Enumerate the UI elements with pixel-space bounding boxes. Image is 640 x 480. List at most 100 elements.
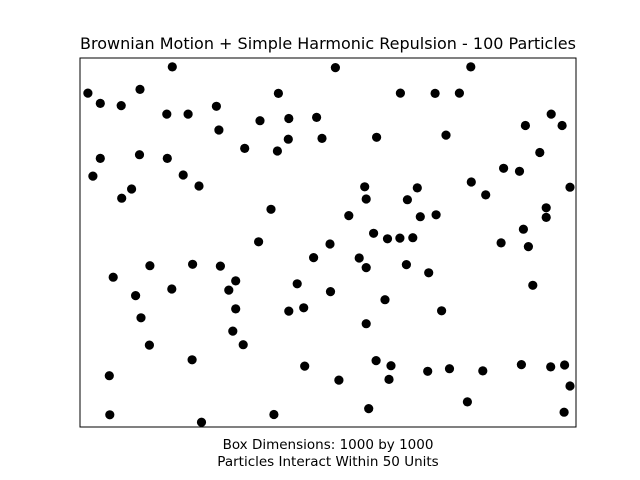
particle-point-87: [187, 355, 197, 365]
particle-point-13: [162, 109, 172, 119]
particle-point-67: [145, 261, 155, 271]
particle-point-27: [272, 146, 282, 156]
particle-point-89: [300, 361, 310, 371]
particle-point-97: [516, 360, 527, 370]
particle-point-35: [178, 170, 188, 180]
particle-point-81: [284, 306, 294, 316]
particle-point-1: [167, 62, 177, 72]
particle-point-64: [401, 260, 411, 270]
particle-point-43: [481, 190, 491, 200]
chart-title: Brownian Motion + Simple Harmonic Repuls…: [80, 34, 576, 53]
particle-point-92: [423, 366, 433, 376]
particle-point-59: [496, 238, 506, 248]
particle-point-17: [312, 112, 322, 122]
particle-point-76: [299, 303, 309, 313]
particle-point-56: [254, 237, 264, 247]
x-axis-caption-line-1: Box Dimensions: 1000 by 1000: [223, 437, 434, 453]
particle-point-34: [88, 171, 98, 181]
particle-point-79: [136, 313, 146, 323]
particle-point-102: [462, 397, 472, 407]
particle-point-49: [369, 228, 379, 238]
particle-point-21: [214, 125, 224, 135]
particle-point-26: [240, 143, 250, 153]
particle-point-84: [144, 340, 154, 350]
particle-point-42: [466, 177, 476, 187]
particle-point-39: [360, 182, 370, 192]
particle-point-93: [384, 374, 394, 384]
particle-point-101: [105, 410, 115, 420]
particle-point-60: [523, 242, 534, 252]
particle-point-2: [330, 63, 340, 73]
particle-point-50: [361, 194, 371, 204]
particle-point-104: [559, 407, 569, 417]
particle-point-12: [211, 101, 221, 111]
particle-point-45: [541, 212, 551, 222]
particle-point-14: [183, 109, 193, 119]
particle-point-98: [546, 362, 556, 372]
data-points: [83, 62, 575, 427]
particle-point-75: [131, 291, 141, 301]
particle-point-99: [560, 360, 570, 370]
particle-point-32: [499, 163, 509, 173]
particle-point-74: [167, 284, 177, 294]
particle-point-33: [514, 166, 525, 176]
particle-point-83: [228, 326, 238, 336]
particle-point-10: [95, 98, 105, 108]
particle-point-22: [283, 134, 293, 144]
particle-point-30: [95, 153, 105, 163]
particle-point-20: [557, 120, 567, 131]
particle-point-28: [134, 150, 145, 160]
x-axis-caption-line-2: Particles Interact Within 50 Units: [217, 454, 438, 470]
particle-point-46: [565, 182, 575, 192]
particle-point-95: [444, 364, 455, 374]
particle-point-100: [565, 381, 575, 391]
particle-point-71: [292, 279, 302, 289]
particle-point-51: [382, 234, 393, 244]
particle-point-7: [395, 88, 405, 98]
particle-point-86: [528, 280, 538, 290]
particle-point-80: [231, 304, 241, 314]
particle-point-44: [541, 203, 551, 213]
particle-point-103: [364, 404, 374, 414]
particle-point-37: [127, 184, 137, 194]
particle-point-29: [162, 153, 172, 163]
particle-point-52: [395, 233, 405, 243]
particle-point-31: [535, 147, 545, 158]
particle-point-54: [415, 212, 425, 222]
particle-point-5: [135, 84, 145, 94]
particle-point-40: [412, 183, 422, 193]
particle-point-65: [215, 261, 225, 271]
particle-point-77: [437, 306, 447, 316]
particle-point-66: [188, 259, 198, 269]
particle-point-61: [309, 253, 319, 263]
particle-point-8: [430, 88, 440, 98]
particle-point-96: [478, 366, 488, 376]
particle-point-25: [372, 132, 382, 142]
particle-point-23: [441, 130, 451, 140]
particle-point-90: [371, 356, 381, 366]
particle-point-62: [354, 253, 364, 263]
particle-point-106: [196, 417, 207, 427]
particle-point-72: [325, 287, 336, 297]
particle-point-91: [386, 361, 396, 371]
particle-point-78: [380, 295, 390, 305]
particle-point-94: [334, 375, 344, 385]
particle-point-85: [238, 340, 248, 350]
particle-point-9: [454, 88, 464, 98]
particle-point-24: [317, 133, 327, 143]
particle-point-11: [116, 101, 126, 111]
particle-point-70: [231, 276, 241, 286]
particle-point-105: [269, 409, 279, 420]
particle-point-58: [518, 224, 529, 234]
particle-point-38: [117, 193, 127, 203]
particle-point-41: [402, 195, 412, 205]
particle-point-82: [361, 319, 371, 329]
particle-point-19: [520, 120, 531, 131]
particle-point-16: [255, 116, 265, 126]
particle-point-68: [424, 268, 434, 278]
particle-point-88: [104, 371, 114, 381]
particle-point-36: [194, 181, 204, 191]
particle-point-73: [224, 285, 234, 295]
particle-point-18: [546, 109, 556, 119]
